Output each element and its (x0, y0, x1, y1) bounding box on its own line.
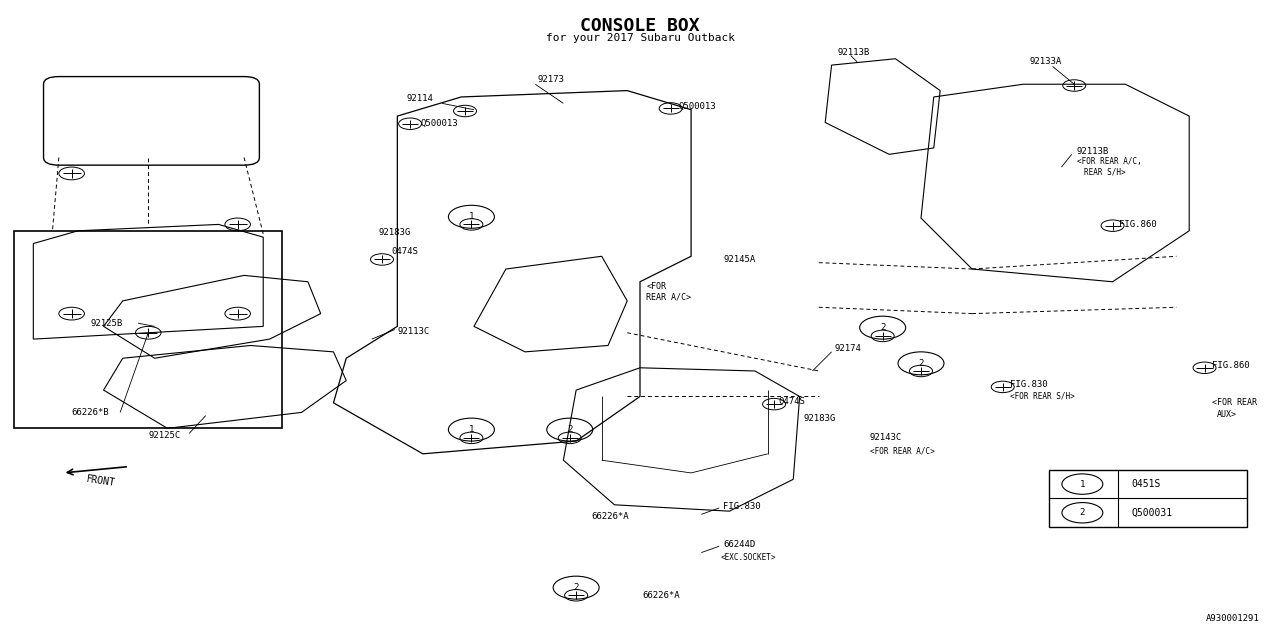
Text: 66244D: 66244D (723, 540, 755, 549)
Text: Q500031: Q500031 (1132, 508, 1172, 518)
Text: Q500013: Q500013 (420, 119, 458, 128)
Text: <FOR REAR A/C>: <FOR REAR A/C> (870, 446, 934, 455)
Text: 92113B: 92113B (1076, 147, 1108, 156)
Text: 92125B: 92125B (91, 319, 123, 328)
Text: 92133A: 92133A (1029, 58, 1062, 67)
Text: 2: 2 (573, 583, 579, 592)
Text: 0474S: 0474S (778, 397, 805, 406)
Text: 92113C: 92113C (397, 327, 430, 336)
Text: 1: 1 (1079, 479, 1085, 488)
Text: <FOR REAR A/C,: <FOR REAR A/C, (1076, 157, 1142, 166)
Text: Q500013: Q500013 (678, 102, 716, 111)
Text: 2: 2 (879, 323, 886, 332)
Text: CONSOLE BOX: CONSOLE BOX (580, 17, 700, 35)
Text: 1: 1 (468, 212, 474, 221)
Text: AUX>: AUX> (1217, 410, 1238, 419)
Text: 66226*A: 66226*A (591, 512, 628, 521)
Text: 66226*A: 66226*A (643, 591, 680, 600)
Text: 92183G: 92183G (378, 228, 411, 237)
Text: A930001291: A930001291 (1206, 614, 1260, 623)
Text: <FOR
REAR A/C>: <FOR REAR A/C> (646, 282, 691, 301)
Text: 92173: 92173 (538, 75, 564, 84)
Text: 92113B: 92113B (838, 48, 870, 57)
Text: FRONT: FRONT (86, 474, 116, 488)
Text: for your 2017 Subaru Outback: for your 2017 Subaru Outback (545, 33, 735, 44)
Text: 2: 2 (1079, 508, 1085, 517)
Text: 92183G: 92183G (804, 414, 836, 423)
Text: 92174: 92174 (835, 344, 861, 353)
Text: 92145A: 92145A (723, 255, 755, 264)
Text: 2: 2 (567, 425, 572, 434)
Text: 92143C: 92143C (870, 433, 902, 442)
Bar (14, 231, 283, 428)
Text: 2: 2 (918, 359, 924, 368)
Text: FIG.830: FIG.830 (1010, 381, 1048, 390)
Text: FIG.830: FIG.830 (723, 502, 760, 511)
Text: 92114: 92114 (406, 93, 433, 103)
Text: <EXC.SOCKET>: <EXC.SOCKET> (721, 552, 776, 561)
Text: FIG.860: FIG.860 (1212, 362, 1249, 371)
Text: REAR S/H>: REAR S/H> (1084, 167, 1126, 176)
Text: 92125C: 92125C (148, 431, 180, 440)
Text: 1: 1 (468, 425, 474, 434)
Text: 0474S: 0474S (390, 246, 417, 256)
Text: <FOR REAR S/H>: <FOR REAR S/H> (1010, 392, 1075, 401)
Bar (1048, 470, 1247, 527)
Text: <FOR REAR: <FOR REAR (1212, 398, 1257, 407)
Text: FIG.860: FIG.860 (1119, 220, 1157, 229)
Text: 0451S: 0451S (1132, 479, 1161, 489)
Text: 66226*B: 66226*B (72, 408, 109, 417)
